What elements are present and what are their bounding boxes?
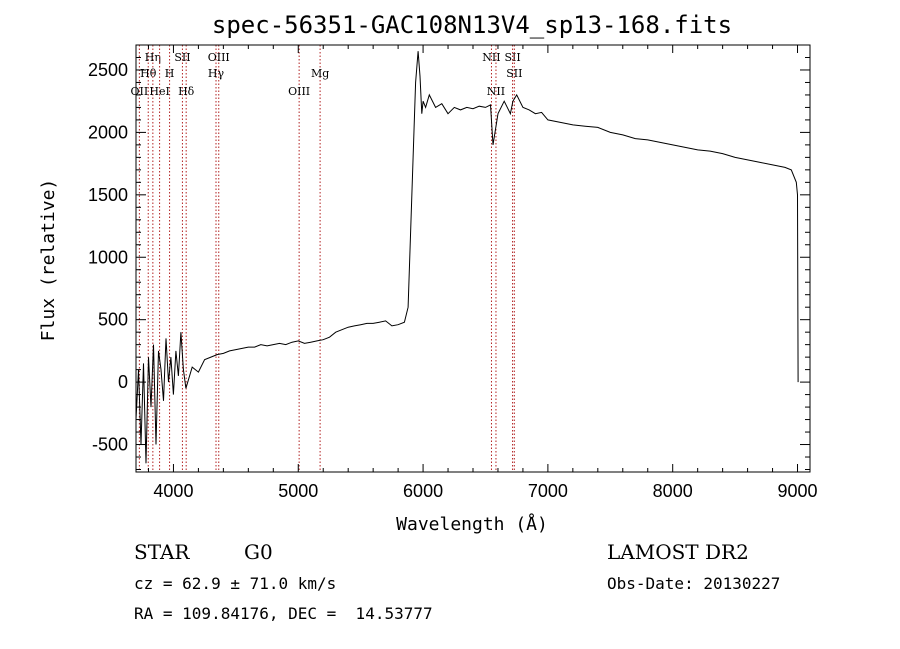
spectral-line-label: Hγ (208, 67, 225, 80)
x-tick-label: 9000 (777, 481, 817, 501)
spectral-line-label: Hθ (140, 67, 157, 80)
y-tick-label: 2500 (88, 60, 128, 80)
axis-ticks: 4000 5000 6000 7000 8000 9000 -500 0 500 1000 1500… (88, 44, 818, 501)
y-tick-label: 1500 (88, 185, 128, 205)
y-tick-label: 1000 (88, 247, 128, 267)
chart-title: spec-56351-GAC108N13V4_sp13-168.fits (212, 11, 732, 39)
spectral-line-label: Mg (311, 67, 329, 80)
observation-date: Obs-Date: 20130227 (607, 574, 781, 593)
x-tick-label: 4000 (153, 481, 193, 501)
spectral-line-label: NII (482, 51, 500, 64)
survey-name: LAMOST DR2 (607, 540, 749, 564)
x-axis-label: Wavelength (Å) (396, 513, 548, 535)
spectral-line-label: SII (504, 51, 520, 64)
x-tick-label: 6000 (403, 481, 443, 501)
spectral-line-label: SII (174, 51, 190, 64)
y-tick-label: 500 (98, 310, 128, 330)
spectral-line-label: OIII (208, 51, 230, 64)
x-tick-label: 5000 (278, 481, 318, 501)
spectral-line-label: OII (131, 85, 149, 98)
plot-frame (135, 44, 811, 473)
spectral-line-label: HeI (149, 85, 169, 98)
x-tick-label: 7000 (528, 481, 568, 501)
y-tick-label: -500 (92, 435, 128, 455)
redshift-velocity: cz = 62.9 ± 71.0 km/s (134, 574, 337, 593)
spectral-line-label: H (165, 67, 175, 80)
spectral-line-label: Hδ (178, 85, 195, 98)
x-tick-label: 8000 (653, 481, 693, 501)
y-tick-label: 2000 (88, 122, 128, 142)
spectral-line-label: Hη (145, 51, 161, 64)
coordinates: RA = 109.84176, DEC = 14.53777 (134, 604, 433, 623)
spectral-line-label: NII (487, 85, 505, 98)
object-class: STAR (134, 540, 190, 564)
object-subclass: G0 (244, 540, 273, 564)
y-tick-label: 0 (118, 372, 128, 392)
y-axis-label: Flux (relative) (38, 179, 59, 342)
spectrum-series-line (135, 51, 799, 464)
spectral-line-label: SII (506, 67, 522, 80)
spectral-line-label: OIII (288, 85, 310, 98)
